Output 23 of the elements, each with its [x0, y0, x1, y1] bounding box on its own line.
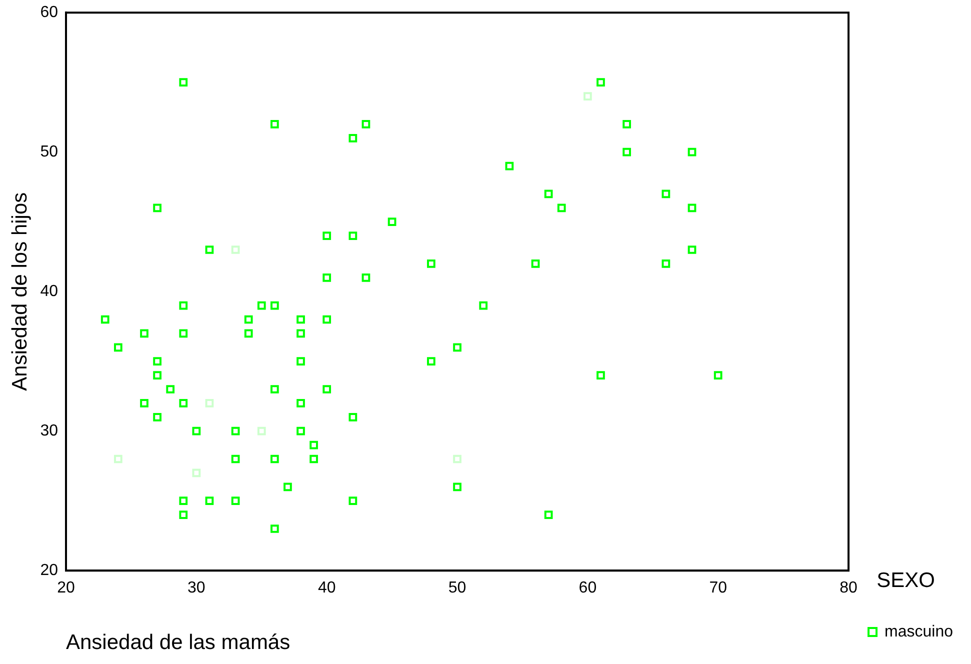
y-tick-label: 30 [40, 422, 58, 440]
x-axis-title: Ansiedad de las mamás [66, 631, 290, 654]
x-tick-label: 50 [448, 580, 466, 597]
y-tick-label: 40 [40, 283, 58, 300]
x-tick-label: 30 [188, 580, 206, 597]
x-tick-label: 40 [318, 580, 336, 597]
point [205, 399, 214, 408]
point [453, 454, 462, 464]
point [257, 426, 266, 436]
y-axis-title: Ansiedad de los hijos [8, 192, 32, 391]
y-tick-label: 50 [40, 144, 58, 161]
legend-title: SEXO [876, 569, 935, 592]
point [231, 246, 240, 254]
x-tick-label: 60 [578, 580, 597, 597]
y-tick-label: 20 [40, 562, 58, 580]
legend-label: mascuino [884, 623, 954, 640]
y-tick-label: 60 [40, 4, 58, 22]
point [114, 454, 122, 464]
x-tick-label: 70 [709, 580, 728, 597]
point [584, 92, 592, 100]
x-tick-label: 20 [57, 580, 75, 597]
x-tick-label: 80 [840, 580, 858, 597]
point [192, 468, 201, 478]
